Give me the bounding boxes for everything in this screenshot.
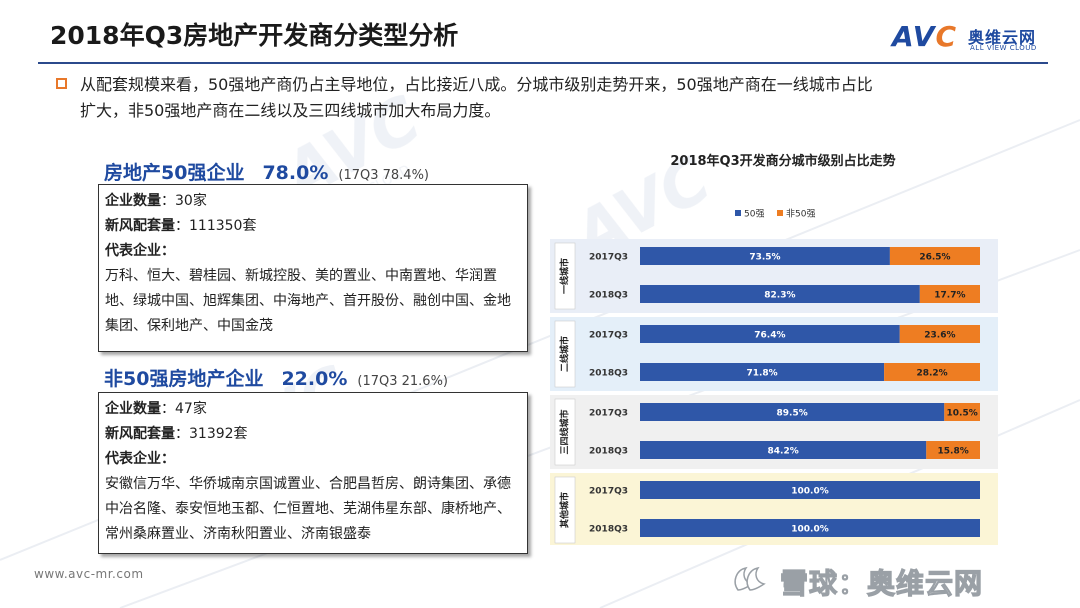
bar-top50 [640,441,927,459]
top50-count: 企业数量：30家 [105,189,521,214]
page-title: 2018年Q3房地产开发商分类型分析 [50,21,459,50]
logo-en-text: ALL VIEW CLOUD [970,44,1037,52]
bar-non50 [899,325,980,343]
non50-title: 非50强房地产企业 [104,368,264,390]
legend-label: 非50强 [786,208,815,220]
bar-non50 [884,363,980,381]
data-label-non50: 26.5% [919,253,950,263]
bar-non50 [919,285,980,303]
logo-cn-text: 奥维云网 [968,28,1037,47]
bar-top50 [640,519,980,537]
avc-logo: AVC 奥维云网 ALL VIEW CLOUD [886,20,1056,60]
footer-url: www.avc-mr.com [34,567,144,581]
top50-volume-label: 新风配套量 [105,218,175,234]
bar-top50 [640,247,890,265]
bar-non50 [926,441,980,459]
group-label-box [554,476,576,544]
data-label-non50: 15.8% [938,447,969,457]
data-label-non50: 10.5% [947,409,978,419]
bar-top50 [640,325,900,343]
period-label: 2018Q3 [589,291,628,301]
data-label-top50: 73.5% [749,253,780,263]
bar-non50 [889,247,980,265]
bar-top50 [640,403,945,421]
top50-volume: 新风配套量：111350套 [105,214,521,239]
data-label-top50: 100.0% [791,487,829,497]
group-label: 三四线城市 [559,409,571,454]
summary-line-2: 扩大，非50强地产商在二线以及三四线城市加大布局力度。 [80,101,501,120]
data-label-non50: 17.7% [934,291,965,301]
top50-rep-list: 万科、恒大、碧桂园、新城控股、美的置业、中南置地、华润置地、绿城中国、旭辉集团、… [105,268,511,334]
period-label: 2017Q3 [589,253,628,263]
slide-header: 2018年Q3房地产开发商分类型分析 AVC 奥维云网 ALL VIEW CLO… [0,0,1080,70]
data-label-non50: 28.2% [916,369,947,379]
summary-line-1: 从配套规模来看，50强地产商仍占主导地位，占比接近八成。分城市级别走势开来，50… [80,75,873,94]
period-label: 2017Q3 [589,487,628,497]
bar-top50 [640,363,885,381]
top50-heading: 房地产50强企业 78.0% (17Q3 78.4%) [104,158,429,185]
non50-volume-label: 新风配套量 [105,426,175,442]
period-label: 2018Q3 [589,525,628,535]
logo-mark-c: C [935,20,958,53]
chart-title: 2018年Q3开发商分城市级别占比走势 [670,154,896,169]
non50-count-label: 企业数量 [105,401,161,417]
top50-info-box: 企业数量：30家 新风配套量：111350套 代表企业： 万科、恒大、碧桂园、新… [98,184,528,352]
data-label-top50: 84.2% [768,447,799,457]
data-label-top50: 71.8% [746,369,777,379]
group-label-box [554,320,576,388]
group-label-box [554,242,576,310]
summary-text: 从配套规模来看，50强地产商仍占主导地位，占比接近八成。分城市级别走势开来，50… [80,72,1020,124]
logo-mark-av: AV [892,20,936,53]
data-label-top50: 100.0% [791,525,829,535]
top50-share: 78.0% [262,162,329,184]
period-label: 2018Q3 [589,447,628,457]
bar-top50 [640,481,980,499]
bar-non50 [944,403,980,421]
non50-count: 企业数量：47家 [105,397,521,422]
non50-count-value: ：47家 [161,401,207,417]
non50-info-box: 企业数量：47家 新风配套量：31392套 代表企业： 安徽信万华、华侨城南京国… [98,392,528,554]
header-divider [38,62,1048,64]
square-bullet-icon [56,78,67,89]
legend-swatch [777,210,783,216]
data-label-top50: 82.3% [764,291,795,301]
data-label-top50: 89.5% [777,409,808,419]
top50-rep-label: 代表企业： [105,243,175,259]
non50-volume: 新风配套量：31392套 [105,422,521,447]
top50-count-label: 企业数量 [105,193,161,209]
group-label: 一线城市 [559,258,571,294]
non50-volume-value: ：31392套 [175,426,248,442]
data-label-top50: 76.4% [754,331,785,341]
non50-heading: 非50强房地产企业 22.0% (17Q3 21.6%) [104,364,448,391]
snowball-icon [734,566,766,591]
group-label: 其他城市 [559,492,571,528]
non50-rep-label: 代表企业： [105,451,175,467]
non50-share: 22.0% [281,368,348,390]
period-label: 2017Q3 [589,409,628,419]
top50-title: 房地产50强企业 [104,162,245,184]
top50-prev-share: (17Q3 78.4%) [338,168,429,183]
top50-count-value: ：30家 [161,193,207,209]
non50-rep-list: 安徽信万华、华侨城南京国诚置业、合肥昌哲房、朗诗集团、承德中冶名隆、泰安恒地玉都… [105,476,511,542]
period-label: 2017Q3 [589,331,628,341]
data-label-non50: 23.6% [924,331,955,341]
legend-label: 50强 [744,209,764,220]
snowball-watermark: 雪球：奥维云网 [730,560,1060,601]
period-label: 2018Q3 [589,369,628,379]
legend-swatch [735,210,741,216]
snowball-text: 雪球：奥维云网 [779,566,984,600]
non50-prev-share: (17Q3 21.6%) [357,374,448,389]
bar-top50 [640,285,920,303]
group-label: 二线城市 [559,336,571,372]
group-label-box [554,398,576,466]
logo-mark: AVC [892,20,957,53]
top50-volume-value: ：111350套 [175,218,257,234]
